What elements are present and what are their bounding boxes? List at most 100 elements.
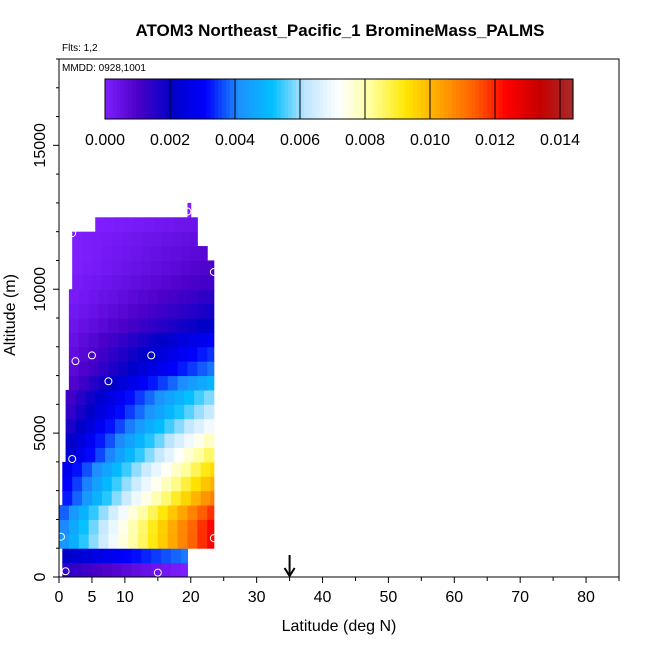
heatmap-cell bbox=[151, 490, 162, 506]
heatmap-cell bbox=[134, 447, 146, 463]
colorbar-segment bbox=[459, 79, 465, 119]
heatmap-cell bbox=[98, 533, 109, 549]
colorbar-segment bbox=[190, 79, 196, 119]
heatmap-cell bbox=[200, 246, 208, 261]
heatmap-cell bbox=[88, 318, 100, 333]
heatmap-cell bbox=[98, 375, 109, 391]
colorbar-segment bbox=[225, 79, 231, 119]
heatmap-cell bbox=[105, 404, 116, 420]
heatmap-cell bbox=[65, 389, 76, 405]
heatmap-cell bbox=[82, 231, 93, 247]
heatmap-cell bbox=[65, 418, 76, 434]
heatmap-cell bbox=[171, 246, 182, 261]
colorbar-segment bbox=[319, 79, 324, 119]
heatmap-cell bbox=[187, 361, 198, 377]
heatmap-cell bbox=[144, 433, 156, 448]
colorbar-segment bbox=[280, 79, 285, 119]
heatmap-cell bbox=[108, 361, 119, 377]
heatmap-cell bbox=[207, 361, 215, 377]
heatmap-cell bbox=[138, 318, 149, 333]
colorbar-segment bbox=[393, 79, 399, 119]
heatmap-cell bbox=[167, 318, 179, 333]
colorbar-segment bbox=[491, 79, 496, 119]
heatmap-cell bbox=[210, 476, 215, 492]
colorbar-segment bbox=[128, 79, 133, 119]
colorbar-segment bbox=[155, 79, 161, 119]
colorbar-segment bbox=[272, 79, 278, 119]
heatmap-cell bbox=[72, 490, 83, 506]
heatmap-cell bbox=[157, 519, 169, 535]
colorbar-segment bbox=[417, 79, 422, 119]
heatmap-cell bbox=[128, 332, 139, 348]
heatmap-cell bbox=[141, 231, 152, 247]
heatmap-cell bbox=[187, 318, 198, 333]
colorbar-segment bbox=[214, 79, 219, 119]
heatmap-cell bbox=[75, 404, 86, 420]
heatmap-cell bbox=[68, 332, 80, 348]
observation-points bbox=[56, 207, 218, 577]
x-axis: 0 5 10 20 30 40 50 60 70 80 bbox=[55, 577, 620, 606]
colorbar-segment bbox=[401, 79, 406, 119]
heatmap-cell bbox=[111, 274, 123, 290]
heatmap-cell bbox=[131, 231, 142, 247]
observation-point bbox=[68, 455, 77, 464]
colorbar-segment bbox=[374, 79, 379, 119]
x-axis-label: Latitude (deg N) bbox=[282, 618, 397, 635]
heatmap-cell bbox=[115, 389, 126, 405]
heatmap-cell bbox=[187, 303, 198, 319]
colorbar-segment bbox=[413, 79, 418, 119]
heatmap-cell bbox=[91, 476, 103, 492]
heatmap-cell bbox=[95, 217, 106, 233]
heatmap-cell bbox=[108, 346, 119, 362]
heatmap-cell bbox=[105, 418, 116, 434]
colorbar-ticks: 0.000 0.002 0.004 0.006 0.008 0.010 0.012 0.014 bbox=[85, 79, 580, 149]
heatmap-cell bbox=[151, 274, 162, 290]
heatmap-cell bbox=[197, 361, 208, 377]
heatmap-cell bbox=[131, 260, 142, 276]
heatmap-cell bbox=[177, 346, 188, 362]
heatmap-cell bbox=[144, 447, 156, 463]
y-axis: 0 5000 10000 15000 bbox=[32, 58, 59, 581]
heatmap-cell bbox=[101, 461, 113, 477]
colorbar-segment bbox=[105, 79, 110, 119]
heatmap-cell bbox=[91, 246, 103, 261]
heatmap-cell bbox=[197, 303, 208, 319]
colorbar-segment bbox=[565, 79, 570, 119]
heatmap-cell bbox=[147, 533, 159, 549]
heatmap-cell bbox=[131, 490, 142, 506]
heatmap-cell bbox=[121, 548, 132, 564]
heatmap-cell bbox=[118, 332, 129, 348]
chart-title: ATOM3 Northeast_Pacific_1 BromineMass_PA… bbox=[135, 21, 544, 40]
heatmap-cell bbox=[190, 461, 202, 477]
heatmap-cell bbox=[121, 490, 132, 506]
heatmap-cell bbox=[72, 461, 83, 477]
heatmap-cell bbox=[68, 318, 80, 333]
heatmap-cell bbox=[115, 404, 126, 420]
heatmap-cell bbox=[82, 476, 93, 492]
heatmap-cell bbox=[78, 332, 90, 348]
heatmap-cell bbox=[184, 418, 195, 434]
heatmap-cell bbox=[161, 476, 172, 492]
x-tick-label: 70 bbox=[511, 589, 529, 606]
heatmap-cell bbox=[115, 217, 126, 233]
heatmap-cell bbox=[138, 289, 149, 305]
observation-point bbox=[183, 207, 192, 216]
heatmap-cell bbox=[62, 562, 73, 578]
heatmap-cell bbox=[78, 375, 90, 391]
heatmap-cell bbox=[85, 447, 96, 463]
observation-point bbox=[68, 229, 77, 238]
colorbar-segment bbox=[370, 79, 375, 119]
heatmap-cell bbox=[91, 562, 103, 578]
heatmap-cell bbox=[105, 389, 116, 405]
heatmap-cell bbox=[180, 562, 188, 578]
heatmap-cell bbox=[200, 490, 212, 506]
heatmap-cell bbox=[164, 447, 175, 463]
heatmap-cell bbox=[187, 505, 198, 520]
heatmap-cell bbox=[144, 404, 156, 420]
heatmap-cell bbox=[161, 246, 172, 261]
heatmap-cell bbox=[171, 274, 182, 290]
heatmap-cell bbox=[124, 389, 136, 405]
colorbar-segment bbox=[339, 79, 344, 119]
heatmap-cell bbox=[124, 418, 136, 434]
heatmap-cell bbox=[138, 519, 149, 535]
